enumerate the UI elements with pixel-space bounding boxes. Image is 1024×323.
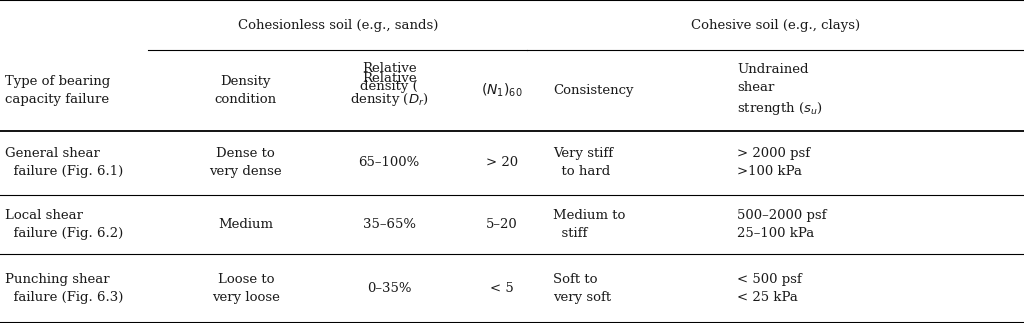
Text: Soft to
very soft: Soft to very soft	[553, 273, 611, 304]
Text: Cohesive soil (e.g., clays): Cohesive soil (e.g., clays)	[691, 18, 860, 32]
Text: Cohesionless soil (e.g., sands): Cohesionless soil (e.g., sands)	[238, 18, 438, 32]
Text: 0–35%: 0–35%	[367, 282, 412, 295]
Text: Density
condition: Density condition	[215, 75, 276, 106]
Text: 5–20: 5–20	[485, 218, 518, 231]
Text: $(N_1)_{60}$: $(N_1)_{60}$	[481, 82, 522, 99]
Text: Punching shear
  failure (Fig. 6.3): Punching shear failure (Fig. 6.3)	[5, 273, 124, 304]
Text: Medium to
  stiff: Medium to stiff	[553, 209, 626, 240]
Text: Undrained
shear
strength ($s_u$): Undrained shear strength ($s_u$)	[737, 63, 823, 118]
Text: 65–100%: 65–100%	[358, 156, 420, 169]
Text: 35–65%: 35–65%	[362, 218, 416, 231]
Text: > 2000 psf
>100 kPa: > 2000 psf >100 kPa	[737, 147, 810, 178]
Text: General shear
  failure (Fig. 6.1): General shear failure (Fig. 6.1)	[5, 147, 123, 178]
Text: Loose to
very loose: Loose to very loose	[212, 273, 280, 304]
Text: < 5: < 5	[489, 282, 514, 295]
Text: Consistency: Consistency	[553, 84, 634, 97]
Text: Relative
density ($D_r$): Relative density ($D_r$)	[350, 72, 428, 109]
Text: Relative
density (: Relative density (	[360, 62, 418, 93]
Text: Local shear
  failure (Fig. 6.2): Local shear failure (Fig. 6.2)	[5, 209, 123, 240]
Text: 500–2000 psf
25–100 kPa: 500–2000 psf 25–100 kPa	[737, 209, 826, 240]
Text: > 20: > 20	[485, 156, 518, 169]
Text: Very stiff
  to hard: Very stiff to hard	[553, 147, 613, 178]
Text: Type of bearing
capacity failure: Type of bearing capacity failure	[5, 75, 111, 106]
Text: Medium: Medium	[218, 218, 273, 231]
Text: Dense to
very dense: Dense to very dense	[210, 147, 282, 178]
Text: < 500 psf
< 25 kPa: < 500 psf < 25 kPa	[737, 273, 802, 304]
